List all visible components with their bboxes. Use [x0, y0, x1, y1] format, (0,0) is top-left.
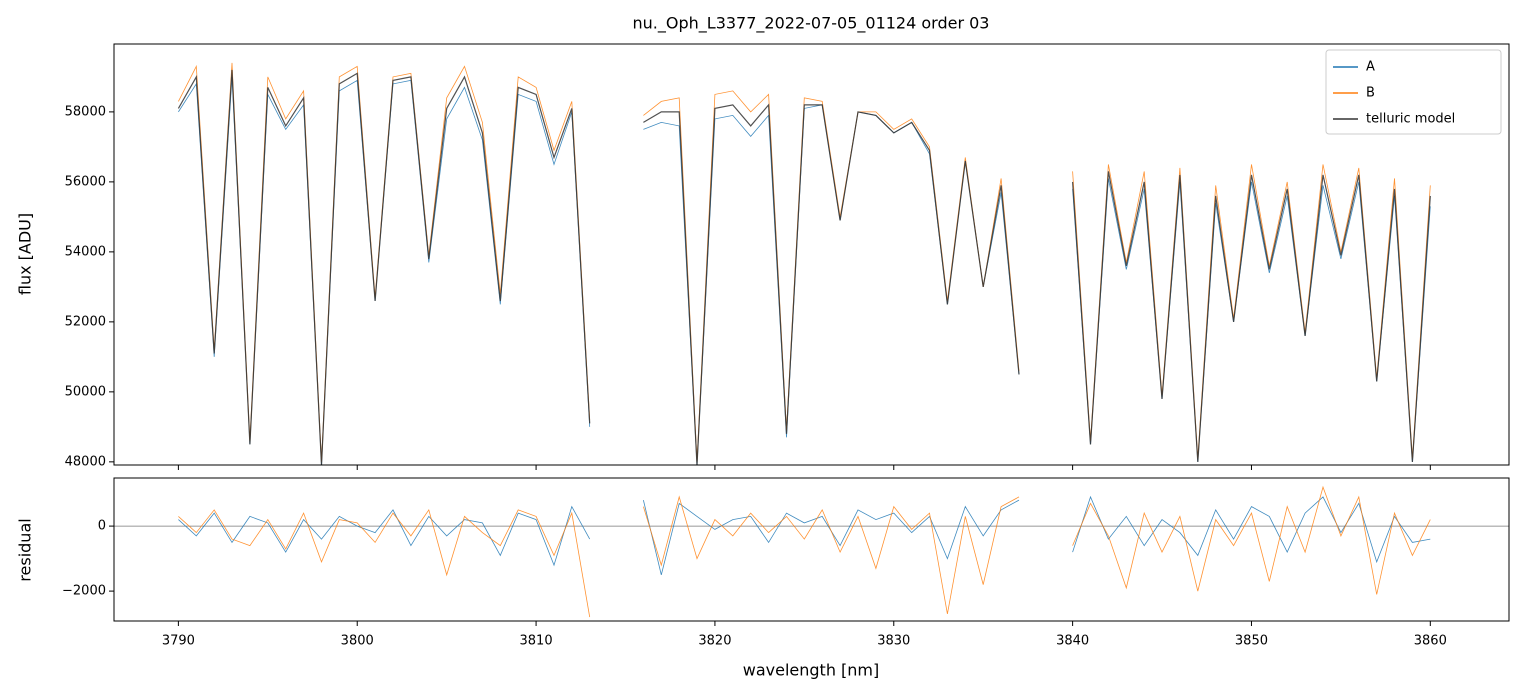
x-tick-label: 3850 — [1235, 634, 1268, 649]
x-tick-label: 3810 — [520, 634, 553, 649]
series-line — [178, 485, 1431, 618]
y-axis-label: flux [ADU] — [16, 213, 35, 295]
series-line — [178, 76, 1431, 465]
plot-area — [177, 62, 1431, 465]
x-tick-label: 3840 — [1056, 634, 1089, 649]
legend-box — [1325, 49, 1502, 135]
axes-frame — [113, 477, 1510, 622]
series-line — [178, 495, 1431, 575]
series-line — [177, 69, 1431, 465]
x-axis-label: wavelength [nm] — [743, 661, 880, 680]
y-tick-label: −2000 — [62, 584, 106, 599]
axes-frame — [113, 43, 1510, 466]
x-tick-label: 3800 — [341, 634, 374, 649]
legend-label: A — [1366, 60, 1375, 75]
x-tick-label: 3860 — [1414, 634, 1447, 649]
chart-title: nu._Oph_L3377_2022-07-05_01124 order 03 — [633, 14, 990, 34]
y-axis-label: residual — [16, 518, 35, 581]
y-tick-label: 52000 — [65, 314, 106, 329]
legend-label: B — [1366, 86, 1375, 101]
legend-label: telluric model — [1366, 112, 1455, 127]
plot-area — [178, 485, 1431, 618]
y-tick-label: 0 — [98, 519, 106, 534]
x-tick-label: 3820 — [698, 634, 731, 649]
y-tick-label: 48000 — [65, 454, 106, 469]
x-tick-label: 3790 — [162, 634, 195, 649]
x-tick-label: 3830 — [877, 634, 910, 649]
y-tick-label: 50000 — [65, 384, 106, 399]
series-line — [178, 62, 1431, 462]
y-tick-label: 58000 — [65, 104, 106, 119]
y-tick-label: 56000 — [65, 174, 106, 189]
y-tick-label: 54000 — [65, 244, 106, 259]
